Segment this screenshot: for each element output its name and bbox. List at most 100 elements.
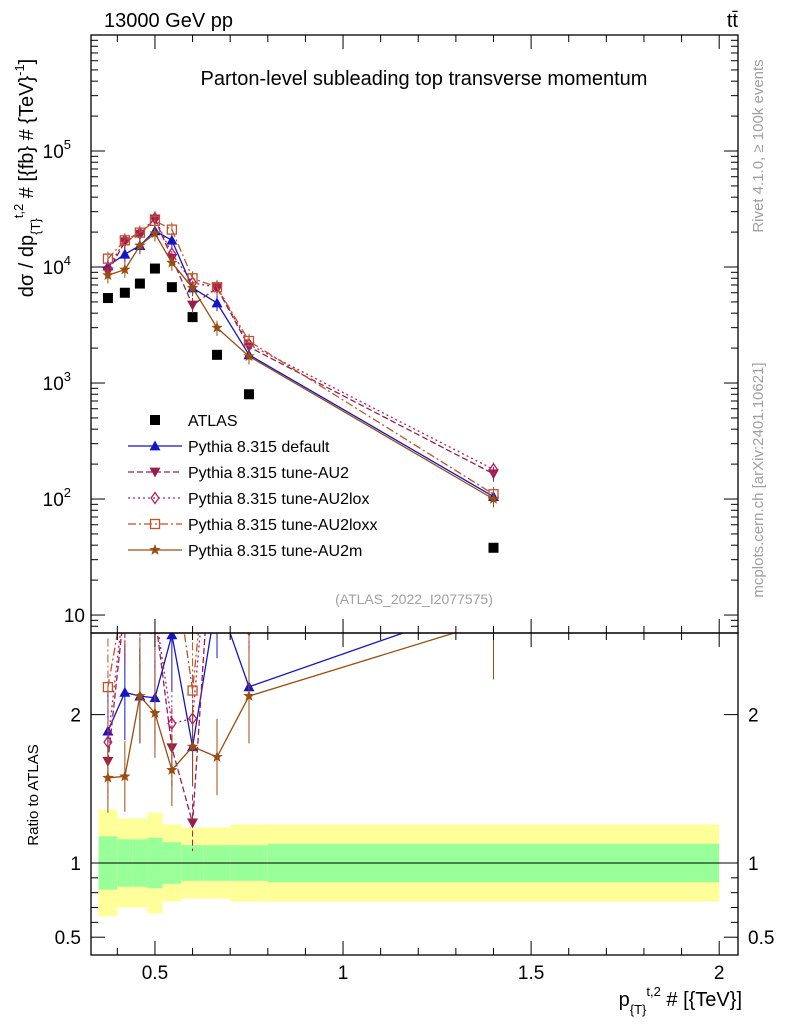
data-point	[243, 335, 255, 347]
ratio-point	[119, 599, 130, 609]
legend-label: ATLAS	[188, 413, 238, 430]
legend-marker	[149, 440, 161, 451]
legend-label: Pythia 8.315 tune-AU2	[188, 465, 349, 482]
data-point	[149, 215, 161, 226]
data-point	[119, 235, 131, 246]
legend-marker	[149, 467, 161, 478]
ratio-point	[488, 363, 499, 373]
ratio-point	[134, 611, 145, 621]
data-point	[166, 282, 177, 293]
series-pythia-8-315-default	[102, 223, 499, 505]
ratio-point	[166, 763, 178, 775]
legend-entry: Pythia 8.315 tune-AU2lox	[128, 491, 369, 508]
ratio-tick-label-right: 1	[748, 854, 759, 875]
ratio-point	[489, 577, 498, 586]
data-point	[487, 493, 500, 504]
data-point	[119, 248, 131, 259]
x-axis-label: p{T}t,2 # [{TeV}]	[619, 984, 742, 1017]
data-point	[243, 350, 255, 362]
ratio-point	[167, 716, 177, 731]
ratio-point	[119, 770, 131, 782]
ratio-point	[187, 685, 198, 696]
legend-entry: Pythia 8.315 default	[128, 439, 330, 456]
ratio-point	[187, 818, 199, 829]
data-point	[243, 389, 254, 400]
y-tick-exponent: 2	[64, 485, 71, 500]
series-pythia-8-315-tune-au2lox	[103, 211, 499, 478]
data-point	[187, 300, 199, 311]
legend: ATLAS Pythia 8.315 default Pythia 8.315 tu…	[128, 413, 377, 560]
x-tick-label: 0.5	[142, 963, 168, 984]
analysis-tag: (ATLAS_2022_I2077575)	[335, 591, 493, 607]
data-point	[134, 278, 145, 289]
data-point	[488, 462, 499, 477]
ratio-series-pythia-8-315-default	[102, 633, 494, 787]
ratio-point	[488, 615, 499, 626]
y-axis-label: dσ / dp{T}t,2 # [{fb} # {TeV}-1]	[11, 59, 43, 298]
data-point	[149, 263, 160, 274]
ratio-series-pythia-8-315-tune-au2m	[102, 615, 499, 813]
y-tick-label: 10	[64, 606, 85, 627]
data-point	[119, 287, 130, 298]
ratio-point	[490, 303, 498, 314]
ratio-point	[245, 607, 253, 618]
ratio-point	[149, 609, 160, 619]
data-point	[134, 239, 146, 251]
legend-entry: Pythia 8.315 tune-AU2	[128, 465, 349, 482]
y-tick-label: 104	[43, 253, 71, 279]
series-line-pythia-8-315-default	[107, 229, 494, 498]
ratio-series-pythia-8-315-tune-au2	[102, 363, 499, 852]
data-point	[488, 542, 499, 553]
ratio-point	[211, 751, 223, 762]
data-point	[212, 349, 223, 360]
ratio-tick-label: 1	[70, 854, 81, 875]
ratio-point	[102, 771, 114, 783]
data-point	[187, 312, 198, 323]
ratio-point	[244, 580, 253, 589]
data-point	[211, 297, 223, 308]
series-line-pythia-8-315-tune-au2	[107, 217, 494, 475]
data-point	[166, 234, 178, 245]
chart-title: Parton-level subleading top transverse m…	[201, 68, 648, 90]
ratio-point	[121, 588, 129, 599]
data-point	[211, 321, 223, 333]
x-tick-label: 1.5	[518, 963, 544, 984]
legend-label: Pythia 8.315 tune-AU2lox	[188, 491, 369, 508]
data-point	[102, 293, 113, 304]
ratio-point	[151, 604, 159, 615]
ratio-frame	[90, 632, 739, 956]
ratio-point	[102, 681, 114, 693]
data-point	[102, 253, 114, 264]
legend-label: Pythia 8.315 tune-AU2loxx	[188, 517, 377, 534]
ratio-point	[149, 707, 161, 718]
legend-label: Pythia 8.315 default	[188, 439, 330, 456]
x-tick-label: 2	[714, 963, 725, 984]
y-tick-label: 103	[43, 369, 71, 395]
y-tick-label: 102	[43, 485, 71, 511]
main-panel: 10 102 103 104 105	[43, 34, 739, 634]
mcplots-label: mcplots.cern.ch [arXiv:2401.10621]	[750, 362, 767, 597]
rivet-label: Rivet 4.1.0, ≥ 100k events	[750, 59, 767, 232]
ratio-point	[135, 599, 144, 608]
ratio-point	[136, 604, 144, 615]
ratio-point	[119, 686, 131, 697]
ratio-point	[166, 633, 178, 640]
ratio-point	[120, 586, 129, 595]
legend-marker	[150, 491, 160, 505]
ratio-point	[134, 690, 146, 701]
series-atlas	[102, 263, 499, 553]
series-pythia-8-315-tune-au2m	[102, 226, 500, 508]
legend-entry: Pythia 8.315 tune-AU2m	[128, 543, 362, 560]
data-point	[166, 224, 178, 235]
y-tick-exponent: 3	[64, 369, 71, 384]
data-point	[149, 227, 161, 239]
ratio-data-layer	[91, 303, 738, 917]
legend-marker	[149, 544, 161, 555]
data-point	[119, 263, 131, 275]
legend-label: Pythia 8.315 tune-AU2m	[188, 543, 362, 560]
ratio-line-pythia-8-315-default	[107, 633, 406, 747]
y-tick-exponent: 4	[64, 253, 71, 268]
ratio-tick-label: 0.5	[55, 928, 81, 949]
legend-entry: Pythia 8.315 tune-AU2loxx	[128, 517, 377, 534]
data-point	[166, 256, 178, 268]
